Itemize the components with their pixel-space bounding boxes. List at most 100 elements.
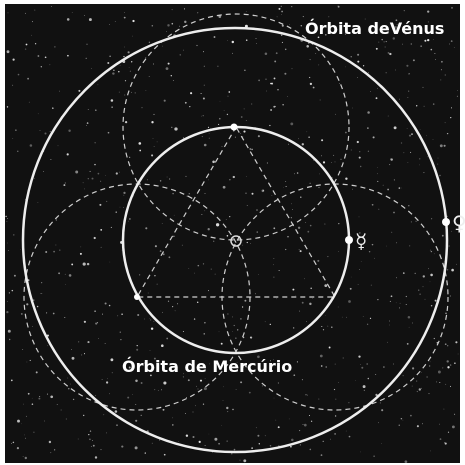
star — [357, 141, 359, 143]
star — [151, 327, 153, 329]
star — [50, 159, 51, 160]
star — [138, 142, 141, 145]
star — [45, 251, 47, 253]
star — [39, 396, 40, 397]
star — [396, 277, 397, 278]
star — [166, 31, 167, 32]
star — [434, 53, 435, 54]
star — [89, 438, 91, 440]
star — [441, 61, 443, 63]
star — [367, 111, 370, 114]
star — [304, 278, 305, 279]
star — [363, 316, 364, 317]
star — [49, 441, 51, 443]
star — [67, 153, 69, 155]
star — [109, 24, 110, 25]
star — [204, 85, 205, 86]
star — [233, 176, 235, 178]
star — [113, 70, 114, 71]
star — [70, 384, 71, 385]
star — [437, 164, 438, 165]
star — [80, 253, 82, 255]
star — [242, 306, 243, 307]
star — [91, 68, 92, 69]
star — [387, 342, 388, 343]
star — [35, 43, 36, 44]
star — [112, 372, 113, 373]
star — [219, 331, 220, 332]
star — [208, 290, 209, 291]
star — [184, 8, 185, 9]
star — [265, 435, 266, 436]
star — [276, 52, 278, 54]
star — [386, 72, 387, 73]
star — [357, 61, 359, 63]
star — [127, 397, 129, 399]
star — [231, 453, 232, 454]
star — [447, 133, 448, 134]
star — [324, 284, 327, 287]
star — [328, 16, 329, 17]
star — [456, 264, 457, 265]
star — [323, 441, 324, 442]
star — [183, 376, 184, 377]
star — [131, 92, 132, 93]
star — [71, 263, 73, 265]
star — [381, 409, 383, 411]
star — [273, 264, 274, 265]
star — [338, 251, 339, 252]
star — [24, 435, 25, 436]
star — [221, 425, 222, 426]
star — [67, 55, 69, 57]
star — [391, 158, 393, 160]
star — [65, 182, 66, 183]
star — [199, 441, 201, 443]
star — [57, 404, 58, 405]
star — [429, 365, 430, 366]
star — [129, 218, 130, 219]
star — [7, 106, 8, 107]
star — [189, 106, 190, 107]
star — [240, 460, 241, 461]
star — [18, 74, 20, 76]
star — [30, 144, 33, 147]
star — [343, 357, 344, 358]
star — [208, 127, 209, 128]
star — [355, 380, 356, 381]
star — [120, 339, 121, 340]
star — [129, 157, 130, 158]
star — [359, 151, 360, 152]
star — [137, 314, 139, 316]
star — [200, 380, 202, 382]
star — [203, 51, 204, 52]
star — [256, 209, 258, 211]
star — [428, 156, 429, 157]
star — [383, 366, 385, 368]
star — [445, 75, 446, 76]
star — [101, 247, 102, 248]
star — [357, 54, 359, 56]
star — [186, 435, 188, 437]
star — [110, 358, 113, 361]
star — [9, 292, 10, 293]
star — [359, 217, 360, 218]
star — [141, 382, 143, 384]
diagram: ☿ ♀ Órbita deVénus Órbita de Mercúrio — [0, 0, 465, 465]
star — [215, 296, 216, 297]
star — [40, 293, 41, 294]
star — [120, 65, 121, 66]
star — [381, 39, 382, 40]
star — [321, 326, 322, 327]
star — [444, 261, 445, 262]
star — [234, 449, 236, 451]
star — [305, 394, 306, 395]
star — [251, 447, 253, 449]
star — [269, 125, 270, 126]
star — [304, 424, 307, 427]
star — [195, 405, 196, 406]
star — [40, 130, 41, 131]
star — [54, 46, 55, 47]
star — [27, 362, 28, 363]
star — [403, 420, 404, 421]
star — [338, 6, 339, 7]
